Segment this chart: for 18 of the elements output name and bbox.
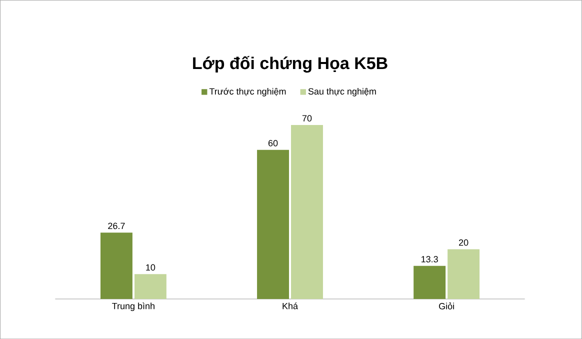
data-label: 13.3 bbox=[422, 256, 438, 262]
bar bbox=[448, 249, 480, 299]
x-tick-label: Giỏi bbox=[439, 302, 454, 310]
bar bbox=[291, 124, 323, 299]
bar bbox=[414, 266, 446, 299]
legend-label: Sau thực nghiệm bbox=[308, 88, 376, 96]
bar bbox=[100, 232, 132, 299]
x-tick-label: Trung bình bbox=[112, 302, 154, 311]
chart-title: Lớp đối chứng Họa K5B bbox=[193, 56, 388, 73]
data-label: 26.7 bbox=[108, 222, 125, 230]
data-label: 10 bbox=[146, 264, 156, 271]
bar bbox=[257, 150, 290, 299]
data-label: 20 bbox=[459, 239, 468, 246]
x-tick-label: Khá bbox=[282, 302, 298, 310]
data-label: 60 bbox=[268, 140, 278, 146]
bar bbox=[134, 274, 166, 299]
data-label: 70 bbox=[302, 115, 312, 122]
legend-label: Trước thực nghiệm bbox=[209, 88, 286, 96]
